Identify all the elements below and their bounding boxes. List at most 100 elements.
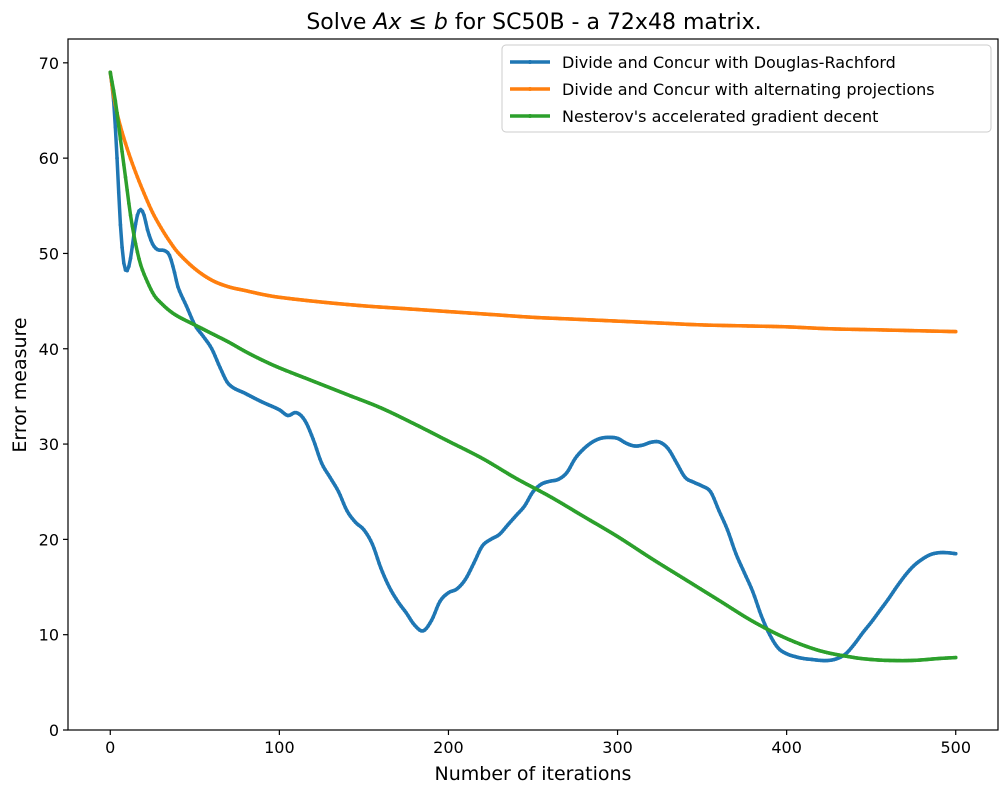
data-point (769, 636, 774, 640)
data-point (762, 622, 767, 626)
data-point (341, 501, 346, 506)
data-point (431, 615, 436, 619)
data-point (526, 498, 530, 503)
data-point (308, 428, 312, 433)
data-point (123, 175, 128, 179)
data-point (149, 207, 153, 211)
series-markers-3 (108, 70, 958, 663)
data-point (150, 210, 155, 215)
data-point (377, 561, 381, 566)
y-tick-label: 0 (49, 721, 59, 740)
y-tick-label: 30 (39, 435, 59, 454)
data-point (428, 621, 432, 626)
data-point (722, 520, 726, 524)
data-point (345, 508, 349, 513)
data-point (154, 217, 158, 221)
data-point (215, 358, 219, 362)
legend-marker-3 (528, 114, 532, 118)
data-point (152, 213, 157, 218)
data-point (745, 578, 750, 582)
data-point (470, 564, 474, 569)
data-point (147, 233, 151, 237)
data-point (181, 296, 185, 301)
data-point (220, 369, 224, 374)
data-point (118, 137, 123, 141)
x-tick-label: 400 (771, 738, 802, 757)
data-point (113, 125, 118, 129)
data-point (127, 201, 131, 206)
data-point (735, 555, 740, 560)
data-point (333, 483, 337, 488)
data-point (122, 162, 126, 167)
data-point (734, 551, 738, 556)
data-point (725, 528, 730, 532)
data-point (135, 250, 140, 254)
data-point (135, 175, 140, 179)
data-point (319, 461, 324, 465)
legend: Divide and Concur with Douglas-Rachford D… (501, 44, 992, 133)
data-point (720, 516, 725, 520)
data-point (115, 156, 119, 160)
data-point (302, 418, 307, 423)
data-point (730, 542, 735, 547)
data-point (715, 504, 720, 509)
data-point (392, 594, 397, 598)
legend-label-1: Divide and Concur with Douglas-Rachford (562, 53, 896, 72)
data-point (754, 599, 758, 604)
data-point (571, 459, 576, 463)
data-point (216, 362, 221, 366)
data-point (426, 624, 430, 628)
y-tick-label: 20 (39, 530, 59, 549)
plot-lines (108, 70, 958, 663)
data-point (149, 238, 153, 242)
data-point (338, 493, 343, 498)
data-point (373, 551, 378, 556)
data-point (767, 632, 772, 637)
data-point (387, 585, 392, 589)
data-point (316, 452, 321, 456)
data-point (566, 468, 571, 473)
data-point (133, 170, 138, 175)
data-point (147, 283, 151, 288)
data-point (674, 461, 679, 465)
data-point (382, 574, 387, 578)
data-point (708, 489, 713, 494)
legend-label-3: Nesterov's accelerated gradient decent (562, 107, 878, 126)
data-point (343, 505, 348, 510)
data-point (142, 213, 146, 218)
data-point (473, 557, 478, 562)
data-point (717, 508, 721, 513)
chart-title: Solve Ax ≤ b for SC50B - a 72x48 matrix. (306, 10, 761, 35)
data-point (149, 287, 153, 292)
data-point (145, 199, 150, 204)
data-point (311, 437, 315, 442)
data-point (125, 146, 129, 151)
data-point (120, 245, 124, 250)
data-point (127, 151, 131, 156)
data-point (133, 221, 138, 226)
data-point (133, 242, 138, 246)
data-point (174, 278, 179, 282)
series-markers-2 (108, 70, 958, 334)
y-tick-label: 60 (39, 149, 59, 168)
data-point (676, 464, 681, 468)
data-point (434, 606, 439, 611)
data-point (189, 316, 194, 320)
data-point (673, 458, 677, 462)
y-tick-label: 50 (39, 244, 59, 263)
data-point (389, 588, 393, 593)
data-point (314, 447, 319, 451)
y-axis-label: Error measure (9, 317, 31, 452)
y-tick-label: 70 (39, 54, 59, 73)
data-point (130, 161, 135, 166)
data-point (113, 99, 118, 103)
data-point (137, 257, 141, 261)
data-point (757, 609, 762, 613)
data-point (123, 141, 128, 146)
data-point (125, 268, 129, 273)
data-point (187, 312, 192, 316)
legend-box (501, 44, 992, 133)
data-point (164, 234, 168, 238)
data-point (120, 149, 124, 154)
x-tick-label: 300 (602, 738, 633, 757)
